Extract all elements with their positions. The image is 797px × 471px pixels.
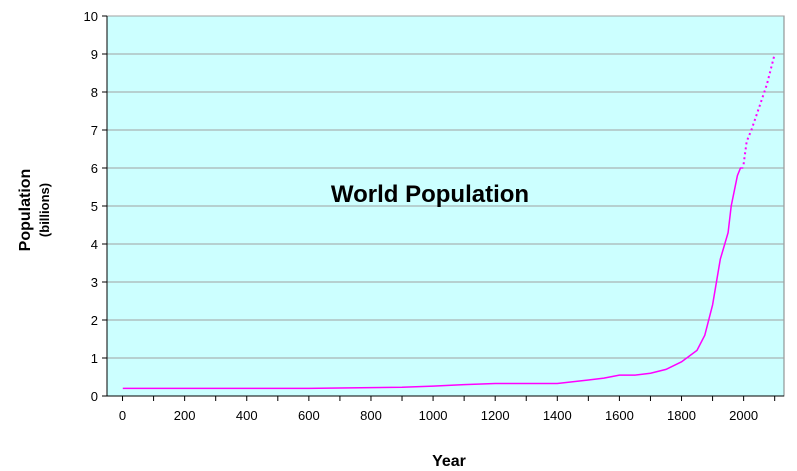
x-tick-label-1600: 1600	[605, 408, 634, 423]
x-tick-label-1000: 1000	[419, 408, 448, 423]
chart-title: World Population	[331, 181, 529, 208]
y-axis-ticks: 0 1 2 3 4 5 6 7 8 9 10	[84, 9, 107, 404]
y-tick-label-0: 0	[91, 389, 98, 404]
y-axis-title: Population	[17, 169, 34, 252]
y-tick-label-10: 10	[84, 9, 98, 24]
x-tick-label-0: 0	[119, 408, 126, 423]
y-tick-label-2: 2	[91, 313, 98, 328]
gridlines	[107, 15, 784, 359]
series-line-historical	[122, 167, 744, 390]
x-axis-title: Year	[432, 453, 466, 470]
series-layer	[122, 53, 776, 390]
y-tick-label-9: 9	[91, 47, 98, 62]
y-axis-subtitle: (billions)	[37, 183, 52, 237]
y-tick-label-6: 6	[91, 161, 98, 176]
x-tick-label-1200: 1200	[481, 408, 510, 423]
x-tick-label-400: 400	[236, 408, 258, 423]
x-tick-label-1800: 1800	[667, 408, 696, 423]
x-tick-label-600: 600	[298, 408, 320, 423]
y-tick-label-3: 3	[91, 275, 98, 290]
x-tick-label-200: 200	[174, 408, 196, 423]
y-tick-label-1: 1	[91, 351, 98, 366]
x-axis-ticks: 0 200 400 600 800 1000 1200 1400 1600 1800 2000	[119, 396, 776, 423]
y-tick-label-5: 5	[91, 199, 98, 214]
x-tick-label-1400: 1400	[543, 408, 572, 423]
y-tick-label-8: 8	[91, 85, 98, 100]
x-tick-label-2000: 2000	[729, 408, 758, 423]
y-tick-label-4: 4	[91, 237, 98, 252]
y-tick-label-7: 7	[91, 123, 98, 138]
x-tick-label-800: 800	[360, 408, 382, 423]
